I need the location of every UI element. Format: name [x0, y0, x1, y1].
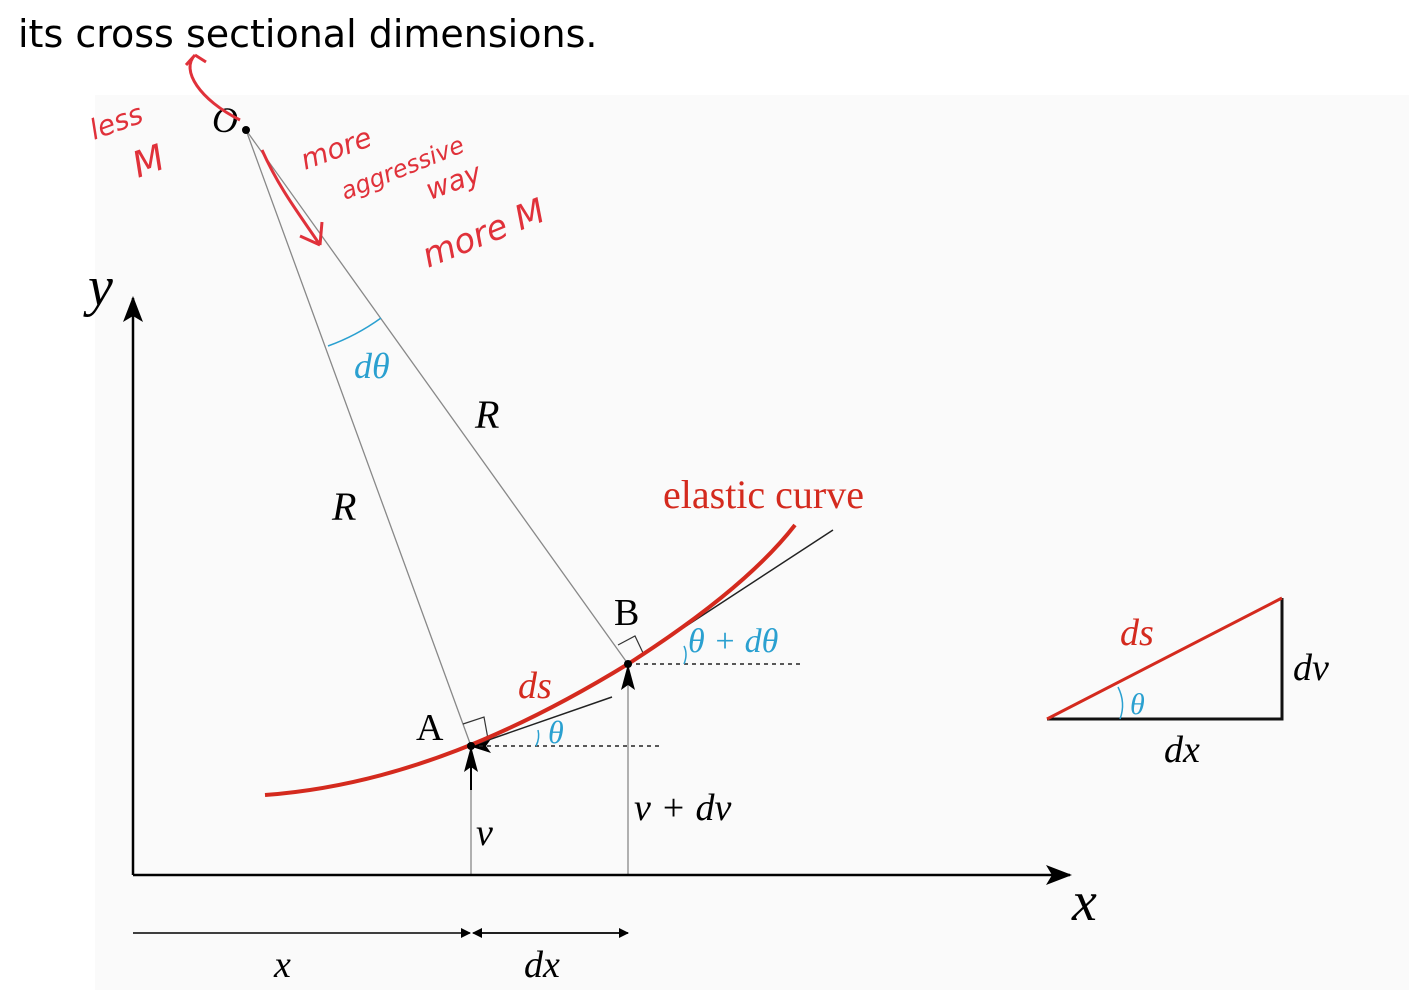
label: dθ — [354, 346, 390, 386]
label: y — [83, 256, 113, 318]
right-angles — [462, 635, 645, 740]
label: elastic curve — [663, 472, 864, 517]
label: dx — [524, 944, 560, 986]
label: B — [614, 592, 639, 634]
label: θ — [1130, 688, 1145, 721]
label: θ — [548, 714, 564, 750]
header-text: its cross sectional dimensions. — [18, 12, 597, 56]
radii — [245, 129, 629, 875]
label: v + dv — [634, 787, 732, 829]
point-b — [624, 660, 632, 668]
label: ds — [518, 665, 552, 707]
label: ds — [1120, 612, 1154, 654]
labels: O y x dθ R R elastic curve B θ + dθ ds A… — [83, 100, 1329, 986]
theta-arc — [683, 645, 687, 665]
horizontal-references — [471, 663, 802, 747]
label: dv — [1293, 647, 1329, 689]
label: θ + dθ — [688, 623, 778, 660]
diagram-background — [95, 95, 1409, 990]
point-o — [242, 126, 250, 134]
label: R — [474, 392, 499, 437]
arrow-a-head — [464, 746, 478, 772]
theta-arc — [535, 729, 540, 747]
label: dx — [1164, 729, 1200, 771]
elastic-curve — [264, 523, 797, 797]
angle-arc — [327, 317, 382, 347]
triangle — [1046, 596, 1284, 721]
label: A — [416, 707, 444, 749]
label: v — [476, 812, 493, 854]
point-a — [467, 742, 475, 750]
label: x — [1071, 871, 1097, 933]
label: R — [331, 484, 356, 529]
label: x — [273, 944, 291, 986]
arrow-b-head — [621, 664, 635, 690]
